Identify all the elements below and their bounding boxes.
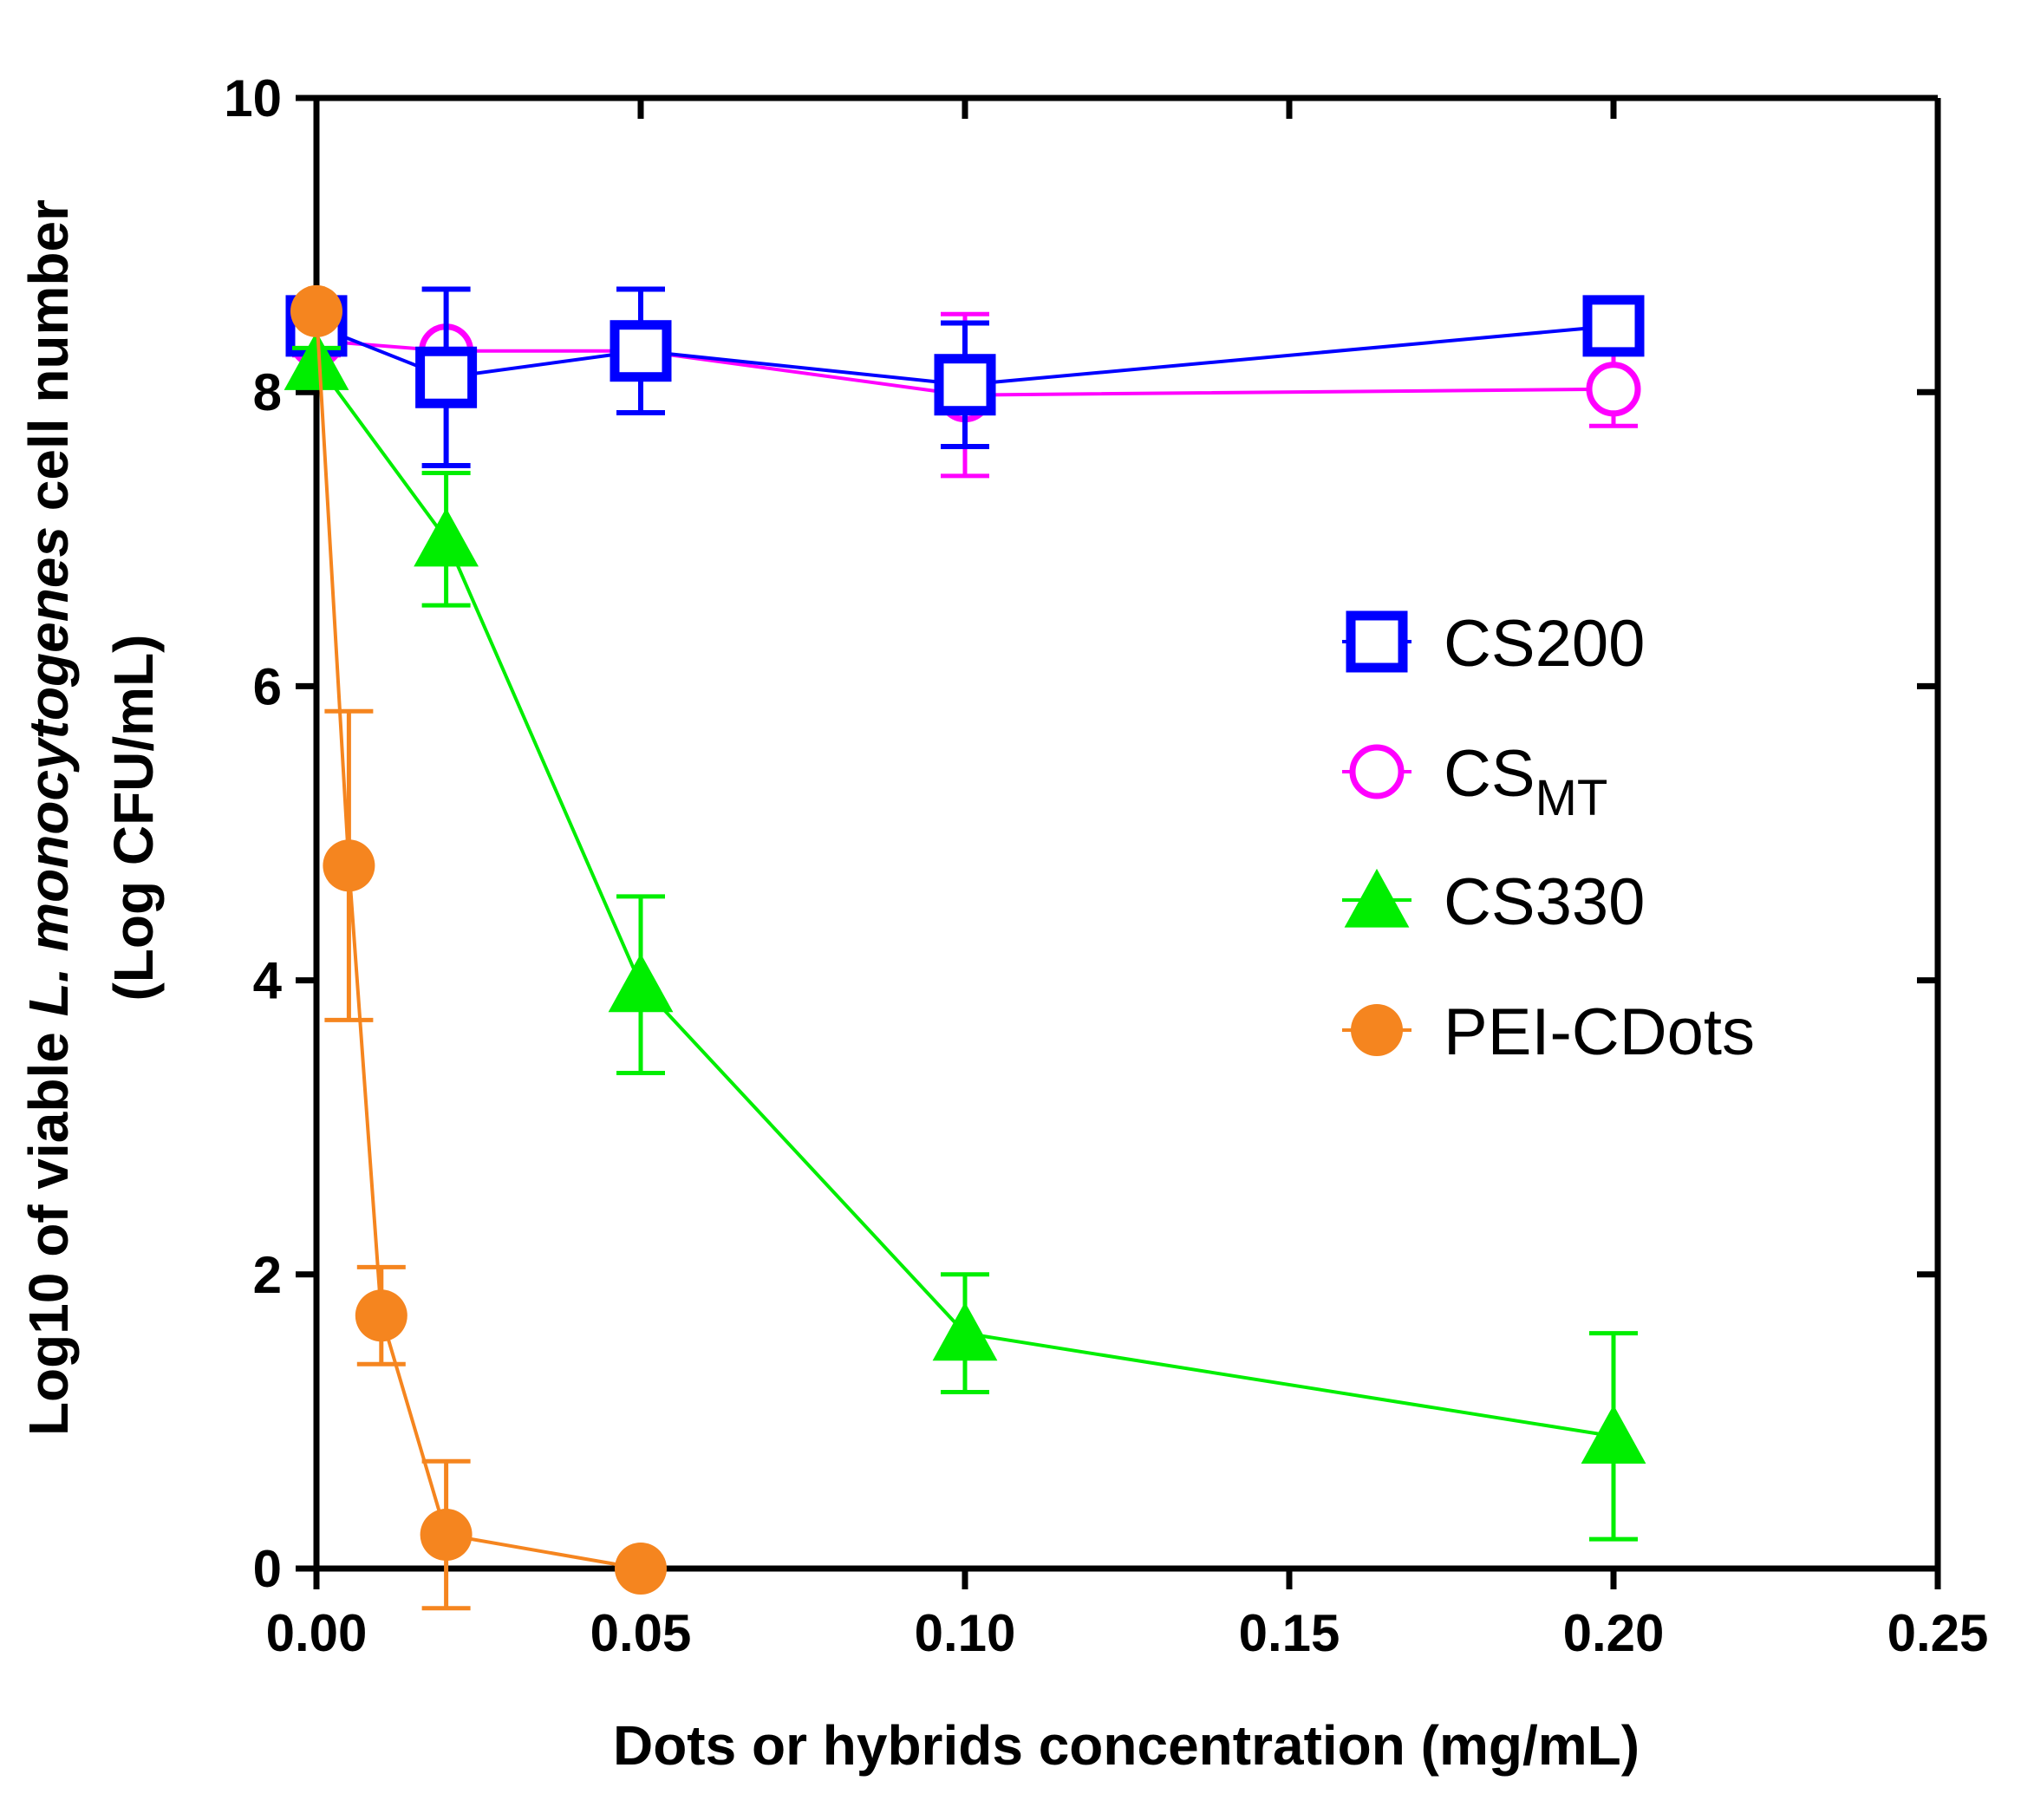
data-point	[615, 1543, 667, 1595]
series-cs330	[284, 331, 1646, 1542]
x-tick-label: 0.20	[1563, 1604, 1665, 1662]
data-point	[420, 1508, 473, 1561]
x-tick-label: 0.15	[1239, 1604, 1340, 1662]
data-point	[1582, 295, 1645, 357]
data-point	[415, 346, 478, 408]
data-point	[323, 839, 375, 892]
series-layer	[284, 284, 1646, 1611]
x-tick-label: 0.25	[1887, 1604, 1989, 1662]
legend-label: CS330	[1444, 865, 1645, 939]
y-axis-title-prefix: Log10 of viable	[17, 1016, 80, 1436]
legend-item-cs200: CS200	[1342, 607, 1645, 681]
data-point	[355, 1289, 407, 1342]
data-point	[414, 507, 479, 567]
data-point	[608, 953, 674, 1013]
svg-text:Log10 of viable L. monocytogen: Log10 of viable L. monocytogenes cell nu…	[17, 199, 80, 1436]
data-point	[284, 331, 349, 390]
axes: 0.00 0.05 0.10 0.15 0.20 0.25 0 2 4 6 8 10	[224, 69, 1988, 1662]
legend-label-text: CS	[1444, 737, 1535, 811]
legend-label: CS200	[1444, 607, 1645, 681]
legend-item-pei-cdots: PEI-CDots	[1342, 995, 1755, 1069]
y-tick-label: 2	[253, 1246, 282, 1304]
y-tick-label: 10	[224, 69, 282, 127]
legend-marker	[1346, 610, 1408, 673]
data-point	[610, 320, 672, 382]
legend-label-text: CS330	[1444, 865, 1645, 939]
data-point	[934, 354, 996, 416]
y-axis-title-suffix: cell number	[17, 199, 80, 526]
x-tick-label: 0.10	[915, 1604, 1016, 1662]
y-axis-title: Log10 of viable L. monocytogenes cell nu…	[17, 199, 165, 1436]
data-point	[1586, 362, 1641, 417]
x-axis-title: Dots or hybrids concentration (mg/mL)	[613, 1714, 1640, 1777]
legend-label-subscript: MT	[1535, 770, 1608, 826]
x-tick-label: 0.05	[590, 1604, 692, 1662]
data-point	[1581, 1405, 1646, 1464]
legend-label-text: CS200	[1444, 607, 1645, 681]
legend-item-csmt: CSMT	[1342, 737, 1607, 826]
y-tick-label: 4	[253, 952, 283, 1010]
legend-label: CSMT	[1444, 737, 1607, 826]
legend-label: PEI-CDots	[1444, 995, 1755, 1069]
series-line	[315, 310, 642, 1570]
legend-marker	[1344, 868, 1410, 928]
y-tick-label: 0	[253, 1540, 282, 1598]
legend-item-cs330: CS330	[1342, 865, 1645, 939]
legend-marker	[1349, 744, 1405, 799]
y-tick-label: 6	[253, 657, 282, 715]
data-point	[932, 1301, 998, 1361]
legend-label-text: PEI-CDots	[1444, 995, 1755, 1069]
y-axis-title-line2: (Log CFU/mL)	[102, 635, 165, 1001]
series-pei-cdots	[290, 284, 667, 1611]
y-axis-title-italic: L. monocytogenes	[17, 526, 80, 1016]
data-point	[290, 284, 342, 337]
legend-marker	[1351, 1004, 1403, 1056]
y-tick-label: 8	[253, 363, 282, 421]
x-tick-label: 0.00	[266, 1604, 368, 1662]
legend: CS200 CSMT CS330 PEI-CDots	[1342, 607, 1755, 1069]
